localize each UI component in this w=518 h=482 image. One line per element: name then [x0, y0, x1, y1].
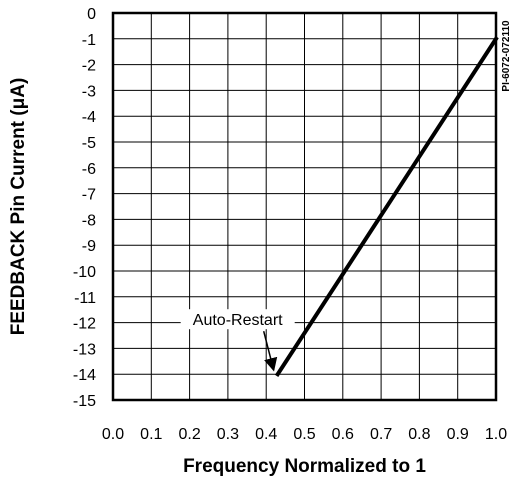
y-tick-label: -1	[82, 32, 96, 49]
series-layer	[274, 36, 499, 377]
x-tick-label: 0.6	[332, 426, 354, 443]
x-axis-label: Frequency Normalized to 1	[183, 456, 426, 477]
x-tick-label: 1.0	[485, 426, 507, 443]
annotation-background	[180, 309, 295, 330]
x-tick-label: 0.0	[102, 426, 124, 443]
x-tick-label: 0.7	[370, 426, 392, 443]
y-axis-ticks: 0 -1 -2 -3 -4 -5 -6 -7 -8 -9 -10 -11 -12 -13 -14 -15	[73, 6, 96, 410]
x-axis-ticks: 0.0 0.1 0.2 0.3 0.4 0.5 0.6 0.7 0.8 0.9 1.0	[102, 426, 507, 443]
y-tick-label: -15	[73, 393, 96, 410]
grid	[112, 12, 497, 401]
y-tick-label: -9	[82, 238, 96, 255]
x-tick-label: 0.8	[408, 426, 430, 443]
x-tick-label: 0.2	[178, 426, 200, 443]
y-tick-label: -14	[73, 367, 96, 384]
y-tick-label: -3	[82, 83, 96, 100]
y-axis-label: FEEDBACK Pin Current (μA)	[8, 78, 29, 336]
y-tick-label: -2	[82, 58, 96, 75]
y-tick-label: 0	[87, 6, 96, 23]
y-tick-label: -12	[73, 316, 96, 333]
figure-code: PI-6072-072110	[501, 20, 512, 92]
plot-area	[111, 11, 498, 402]
y-tick-label: -8	[82, 212, 96, 229]
y-tick-label: -7	[82, 187, 96, 204]
series-line	[274, 36, 499, 377]
y-tick-label: -10	[73, 264, 96, 281]
x-tick-label: 0.4	[255, 426, 277, 443]
y-tick-label: -5	[82, 135, 96, 152]
y-tick-label: -4	[82, 109, 96, 126]
x-tick-label: 0.9	[447, 426, 469, 443]
y-tick-label: -13	[73, 341, 96, 358]
annotation-arrow	[262, 331, 278, 372]
annotation-label: Auto-Restart	[193, 312, 283, 329]
annotations: Auto-Restart	[180, 309, 295, 372]
y-tick-label: -6	[82, 161, 96, 178]
x-tick-label: 0.5	[293, 426, 315, 443]
x-tick-label: 0.3	[217, 426, 239, 443]
y-tick-label: -11	[74, 290, 96, 307]
x-tick-label: 0.1	[140, 426, 162, 443]
